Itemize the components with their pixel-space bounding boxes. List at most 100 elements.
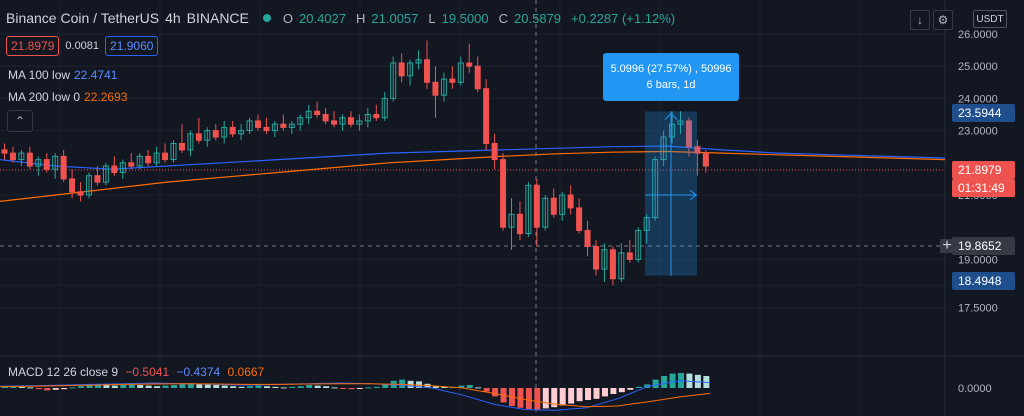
plus-icon[interactable]: +	[940, 238, 954, 254]
scroll-down-button[interactable]: ↓	[910, 10, 930, 30]
measure-change-text: 5.0996 (27.57%) , 50996	[610, 63, 732, 75]
candle-body	[263, 126, 270, 132]
candle-body	[660, 136, 667, 161]
high-key: H	[356, 10, 366, 26]
candle	[685, 117, 692, 157]
candle	[1, 143, 8, 160]
candle	[322, 108, 329, 125]
candle	[432, 66, 439, 118]
candle	[635, 227, 642, 263]
candle-body	[288, 123, 295, 128]
macd-pane	[0, 373, 711, 411]
candle-body	[255, 120, 261, 128]
macd-histogram-bar	[154, 386, 161, 388]
ma100-label: MA 100 low	[8, 68, 71, 82]
buy-price-button[interactable]: 21.9060	[105, 36, 159, 56]
macd-histogram-bar	[306, 385, 313, 388]
macd-histogram-bar	[94, 384, 101, 388]
candle-body	[584, 229, 591, 248]
macd-histogram-bar	[483, 388, 490, 392]
macd-signal-value: −0.4374	[176, 365, 221, 379]
sell-price-button[interactable]: 21.8979	[6, 36, 60, 56]
macd-histogram-bar	[517, 388, 524, 408]
price-axis: 26.000025.000024.000023.000021.000019.00…	[958, 29, 998, 395]
settings-button[interactable]: ⚙	[933, 10, 953, 30]
close-value: 20.5879	[514, 10, 562, 26]
candle-body	[677, 120, 684, 125]
macd-histogram-bar	[559, 388, 566, 406]
candle	[35, 156, 42, 176]
collapse-legend-button[interactable]: ⌃	[7, 110, 33, 132]
candle-body	[94, 175, 101, 183]
macd-zero-label: 0.0000	[958, 383, 992, 395]
macd-histogram-bar	[179, 383, 186, 388]
macd-histogram-bar	[86, 385, 93, 388]
candle-body	[356, 120, 363, 125]
candle-body	[280, 123, 287, 128]
candle-body	[500, 159, 507, 228]
arrow-right-icon	[689, 189, 697, 201]
candle-body	[26, 152, 33, 167]
symbol-title[interactable]: Binance Coin / TetherUS	[6, 10, 160, 26]
ma100-legend[interactable]: MA 100 low 22.4741	[8, 68, 117, 82]
ma200-legend[interactable]: MA 200 low 0 22.2693	[8, 90, 127, 104]
candle	[297, 114, 304, 131]
candle	[466, 43, 473, 73]
measure-tooltip: 5.0996 (27.57%) , 50996 6 bars, 1d	[603, 53, 739, 101]
candle-body	[390, 62, 397, 99]
macd-histogram-bar	[432, 386, 439, 388]
candle-body	[533, 184, 540, 228]
candle	[525, 182, 532, 237]
candle	[584, 220, 591, 257]
candle-body	[187, 133, 194, 151]
candle-body	[516, 213, 523, 235]
candle-body	[466, 62, 473, 67]
candle	[381, 91, 388, 121]
candle	[567, 185, 574, 215]
macd-histogram-bar	[27, 387, 34, 389]
macd-histogram-bar	[627, 388, 634, 390]
macd-histogram-bar	[686, 373, 693, 388]
candle-body	[238, 130, 245, 135]
candle	[111, 156, 118, 176]
macd-histogram-bar	[635, 386, 642, 388]
candle-body	[178, 142, 185, 151]
macd-histogram-bar	[255, 385, 262, 388]
candle-body	[652, 159, 659, 219]
macd-legend[interactable]: MACD 12 26 close 9 −0.5041 −0.4374 0.066…	[8, 365, 264, 379]
candle	[702, 149, 709, 173]
candles	[1, 40, 709, 286]
candle	[542, 195, 549, 231]
macd-histogram-bar	[137, 385, 144, 388]
measure-bars-text: 6 bars, 1d	[646, 79, 696, 91]
interval-label[interactable]: 4h	[165, 10, 181, 26]
candle-body	[407, 62, 414, 77]
candle	[305, 104, 312, 125]
candle-body	[381, 97, 388, 119]
candle-body	[457, 62, 464, 83]
candle-body	[491, 142, 498, 161]
candle-body	[119, 162, 126, 173]
macd-histogram-bar	[551, 388, 558, 408]
last-price-tag: 21.8979	[952, 161, 1015, 179]
macd-histogram-bar	[204, 384, 211, 388]
currency-badge[interactable]: USDT	[973, 10, 1007, 28]
candle	[204, 127, 211, 147]
candle-body	[77, 191, 84, 196]
candle-body	[415, 59, 422, 64]
candle-body	[221, 126, 228, 138]
chart-header: Binance Coin / TetherUS 4h BINANCE O 20.4…	[6, 10, 679, 26]
candle-body	[643, 217, 650, 231]
candle	[195, 117, 202, 144]
candle-body	[542, 197, 549, 228]
macd-histogram-bar	[542, 388, 549, 409]
candle	[246, 117, 253, 134]
candle	[508, 198, 515, 250]
candle-body	[424, 59, 430, 83]
macd-histogram-bar	[289, 386, 296, 388]
measure-box	[645, 111, 697, 276]
high-value: 21.0057	[371, 10, 419, 26]
macd-value: −0.5041	[125, 365, 170, 379]
candle-body	[195, 133, 202, 141]
